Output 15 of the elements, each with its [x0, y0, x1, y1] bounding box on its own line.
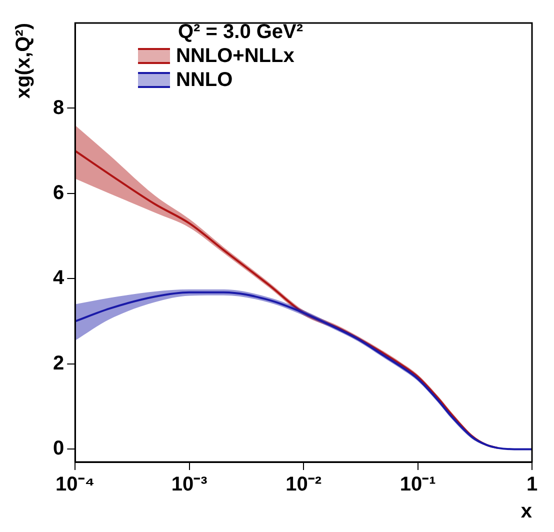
y-tick-label: 0: [53, 438, 64, 460]
x-tick-label: 10⁻⁴: [56, 474, 95, 496]
y-tick-label: 2: [53, 352, 64, 374]
legend-label: NNLO+NLLx: [176, 44, 294, 68]
y-tick-label: 6: [53, 182, 64, 204]
x-tick-label: 10⁻³: [171, 474, 208, 496]
legend-title: Q² = 3.0 GeV²: [177, 20, 304, 44]
x-tick-label: 10⁻²: [286, 474, 322, 496]
x-tick-label: 1: [526, 474, 538, 496]
y-tick-label: 8: [53, 96, 64, 119]
x-axis-title: x: [520, 500, 532, 523]
x-tick-label: 10⁻¹: [400, 474, 436, 496]
y-tick-label: 4: [53, 267, 65, 290]
y-axis-title: xg(x,Q²): [12, 23, 35, 99]
legend-label: NNLO: [176, 68, 233, 92]
